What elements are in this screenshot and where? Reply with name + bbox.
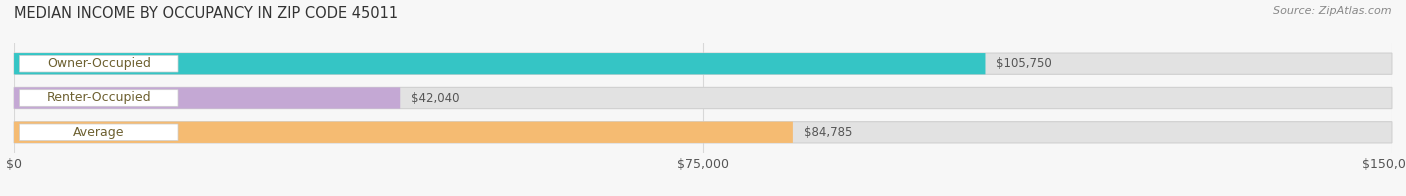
FancyBboxPatch shape xyxy=(14,122,1392,143)
Text: $105,750: $105,750 xyxy=(997,57,1052,70)
FancyBboxPatch shape xyxy=(20,55,179,72)
Text: MEDIAN INCOME BY OCCUPANCY IN ZIP CODE 45011: MEDIAN INCOME BY OCCUPANCY IN ZIP CODE 4… xyxy=(14,6,398,21)
Text: Average: Average xyxy=(73,126,125,139)
Text: Renter-Occupied: Renter-Occupied xyxy=(46,92,150,104)
FancyBboxPatch shape xyxy=(14,53,986,74)
FancyBboxPatch shape xyxy=(14,122,793,143)
Text: Source: ZipAtlas.com: Source: ZipAtlas.com xyxy=(1274,6,1392,16)
Text: $84,785: $84,785 xyxy=(804,126,852,139)
FancyBboxPatch shape xyxy=(20,124,179,141)
Text: Owner-Occupied: Owner-Occupied xyxy=(46,57,150,70)
FancyBboxPatch shape xyxy=(14,87,1392,109)
FancyBboxPatch shape xyxy=(20,90,179,106)
Text: $42,040: $42,040 xyxy=(412,92,460,104)
FancyBboxPatch shape xyxy=(14,53,1392,74)
FancyBboxPatch shape xyxy=(14,87,401,109)
